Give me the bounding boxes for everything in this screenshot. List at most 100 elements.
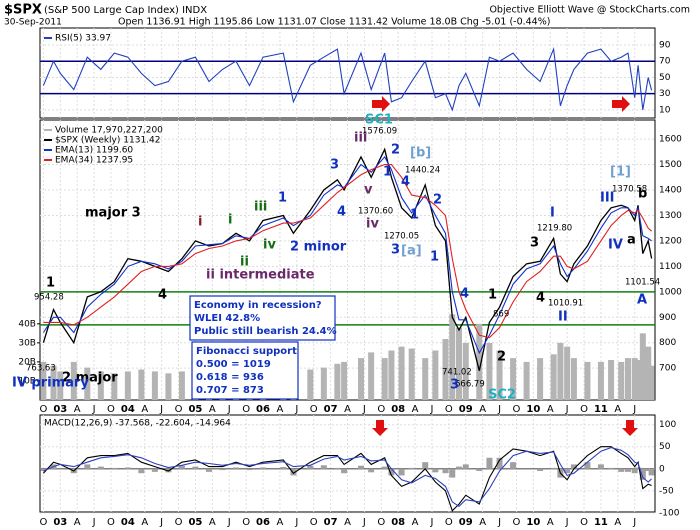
y-tick-label: 1500 [659, 160, 682, 170]
date: 30-Sep-2011 [4, 18, 62, 28]
x-tick-label: J [565, 517, 569, 528]
y-tick-label: -50 [659, 486, 674, 496]
wave-label: 3 [391, 243, 400, 258]
wave-label: [a] [401, 244, 422, 259]
wave-label: 2 [497, 350, 506, 365]
box-frame [191, 341, 299, 400]
wave-label: iv [263, 238, 276, 253]
wave-label: 954.28 [34, 293, 64, 303]
box-line: Public still bearish 24.4% [194, 326, 337, 337]
bar [618, 361, 625, 400]
x-tick-label: O [377, 404, 385, 415]
y2-tick-label: 20B [18, 357, 36, 367]
series-line [42, 46, 653, 112]
bar [408, 348, 415, 400]
bar [151, 371, 158, 400]
arrow [622, 420, 638, 436]
bar [564, 346, 571, 400]
wave-label: ii [240, 255, 249, 270]
y-tick-label: 1400 [659, 186, 682, 196]
box-frame [189, 295, 336, 341]
index-name: (S&P 500 Large Cap Index) INDX [44, 5, 207, 16]
bar [510, 462, 517, 469]
x-tick-label: O [175, 404, 183, 415]
wave-label: iv [366, 217, 379, 232]
x-tick-label: 04 [121, 404, 135, 415]
x-tick-label: J [159, 404, 163, 415]
x-tick-label: J [227, 404, 231, 415]
bar [635, 360, 642, 400]
bar [635, 467, 642, 469]
bar [449, 314, 456, 400]
wave-label: 3 [530, 236, 539, 251]
wave-label: SC2 [488, 388, 516, 403]
x-tick-label: O [513, 517, 521, 528]
bar [476, 468, 483, 471]
x-tick-label: J [430, 517, 434, 528]
arrow [612, 96, 630, 112]
x-tick-label: O [39, 404, 47, 415]
x-tick-label: O [242, 517, 250, 528]
x-tick-label: J [362, 404, 366, 415]
bar [639, 333, 646, 400]
bar [381, 358, 388, 400]
x-tick-label: A [141, 517, 148, 528]
series-line [43, 447, 652, 508]
bar [631, 358, 638, 400]
x-tick-label: J [159, 517, 163, 528]
bar [358, 358, 365, 400]
wave-label: iii [254, 200, 267, 215]
bar [341, 468, 348, 474]
x-tick-label: 09 [459, 517, 473, 528]
bar [388, 468, 395, 476]
x-tick-label: A [344, 517, 351, 528]
bar [584, 462, 591, 469]
x-tick-label: J [294, 517, 298, 528]
wave-label: 4 [401, 175, 410, 190]
x-tick-label: 09 [459, 404, 473, 415]
box-line: 0.707 = 873 [196, 385, 264, 396]
wave-label: 1 [46, 276, 55, 291]
wave-label: 1219.80 [537, 224, 572, 234]
box-line: Fibonacci support [196, 346, 297, 357]
bar [631, 468, 638, 474]
x-tick-label: A [74, 517, 81, 528]
x-tick-label: A [412, 404, 419, 415]
bar [246, 468, 253, 471]
wave-label: 4 [337, 205, 346, 220]
wave-label: A [637, 293, 647, 308]
x-tick-label: O [580, 404, 588, 415]
wave-label: 1 [488, 288, 497, 303]
bar [388, 350, 395, 400]
wave-label: 2 [391, 143, 400, 158]
x-tick-label: J [92, 404, 96, 415]
wave-label: 3 [330, 158, 339, 173]
bar [597, 361, 604, 400]
wave-label: 1370.58 [612, 185, 647, 195]
bar [320, 465, 327, 469]
wave-label: 763.63 [26, 364, 56, 374]
bar [334, 467, 341, 469]
bar [456, 327, 463, 400]
bar [486, 457, 493, 469]
x-tick-label: O [445, 517, 453, 528]
x-tick-label: 08 [391, 404, 405, 415]
x-tick-label: A [547, 517, 554, 528]
y-tick-label: 800 [659, 338, 676, 348]
wave-label: [1] [610, 165, 631, 180]
y-tick-label: 1300 [659, 211, 682, 221]
bar [111, 467, 118, 469]
bar [570, 358, 577, 400]
x-tick-label: A [74, 404, 81, 415]
legend-label: $SPX (Weekly) 1131.42 [55, 136, 160, 146]
x-tick-label: O [242, 404, 250, 415]
credit: Objective Elliott Wave @ StockCharts.com [489, 5, 690, 16]
symbol: $SPX [4, 3, 42, 18]
x-tick-label: A [209, 517, 216, 528]
bar [178, 371, 185, 400]
wave-label: 4 [536, 291, 545, 306]
wave-label: IV primary [12, 376, 89, 391]
wave-label: ii intermediate [206, 268, 315, 283]
bar [564, 468, 571, 474]
